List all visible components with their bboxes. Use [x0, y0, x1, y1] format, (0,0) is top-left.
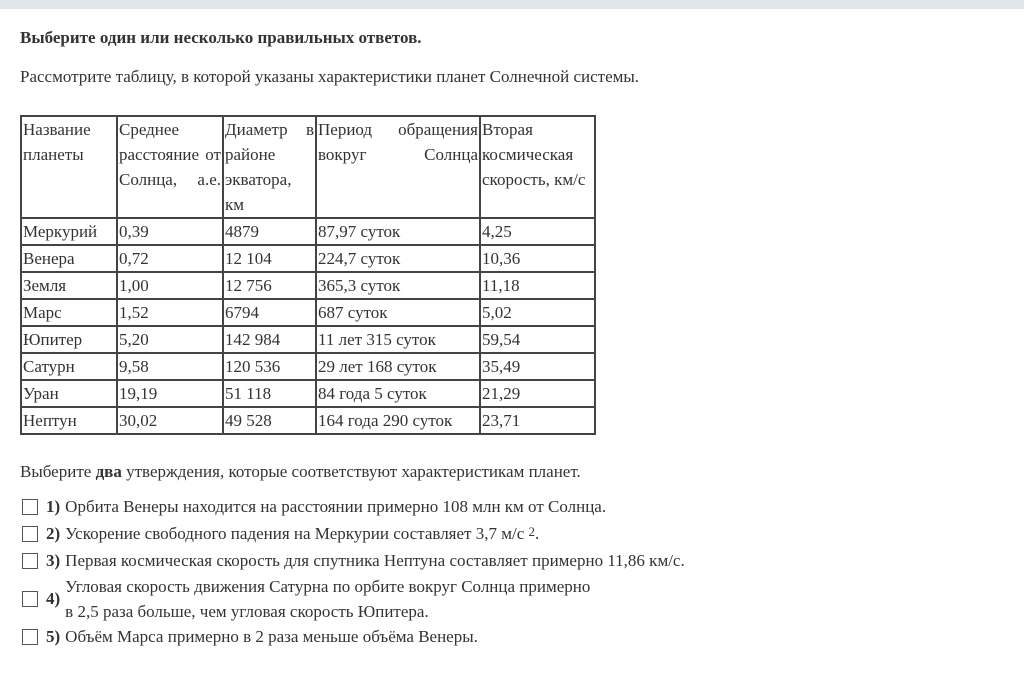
table-cell: 51 118	[222, 379, 317, 408]
table-cell: 120 536	[222, 352, 317, 381]
option-number: 3)	[46, 551, 61, 570]
table-row: Земля 1,00 12 756 365,3 суток 11,18	[20, 271, 596, 300]
question-post: утверждения, которые соответствуют харак…	[121, 462, 581, 481]
table-row: Марс 1,52 6794 687 суток 5,02	[20, 298, 596, 327]
table-cell: 21,29	[479, 379, 596, 408]
table-cell: 365,3 суток	[315, 271, 481, 300]
option-tail: .	[535, 524, 540, 543]
table-cell: Меркурий	[20, 217, 118, 246]
top-bar	[0, 0, 1024, 9]
table-cell: 11 лет 315 суток	[315, 325, 481, 354]
table-cell: 164 года 290 суток	[315, 406, 481, 435]
table-row: Венера 0,72 12 104 224,7 суток 10,36	[20, 244, 596, 273]
superscript: 2	[528, 524, 536, 539]
table-cell: Уран	[20, 379, 118, 408]
option-text: Орбита Венеры находится на расстоянии пр…	[65, 497, 607, 516]
option-3[interactable]: 3) Первая космическая скорость для спутни…	[22, 551, 685, 571]
checkbox[interactable]	[22, 629, 38, 645]
table-cell: Земля	[20, 271, 118, 300]
table-cell: 84 года 5 суток	[315, 379, 481, 408]
table-cell: 5,02	[479, 298, 596, 327]
table-cell: 1,52	[116, 298, 224, 327]
table-cell: Юпитер	[20, 325, 118, 354]
table-cell: Венера	[20, 244, 118, 273]
table-cell: 19,19	[116, 379, 224, 408]
table-cell: 6794	[222, 298, 317, 327]
table-header-row: Название планеты Среднее расстояние от С…	[20, 115, 596, 219]
table-cell: 0,39	[116, 217, 224, 246]
option-number: 2)	[46, 524, 61, 543]
table-cell: 0,72	[116, 244, 224, 273]
table-row: Уран 19,19 51 118 84 года 5 суток 21,29	[20, 379, 596, 408]
question-bold: два	[95, 462, 122, 481]
table-cell: 30,02	[116, 406, 224, 435]
table-cell: 12 756	[222, 271, 317, 300]
table-cell: 29 лет 168 суток	[315, 352, 481, 381]
table-row: Нептун 30,02 49 528 164 года 290 суток 23,71	[20, 406, 596, 435]
instruction-heading: Выберите один или несколько правильных о…	[20, 28, 422, 47]
checkbox[interactable]	[22, 526, 38, 542]
question-text: Выберите два утверждения, которые соотве…	[20, 462, 581, 482]
question-pre: Выберите	[20, 462, 96, 481]
table-cell: 4,25	[479, 217, 596, 246]
table-cell: 59,54	[479, 325, 596, 354]
table-cell: 1,00	[116, 271, 224, 300]
table-cell: 35,49	[479, 352, 596, 381]
table-cell: 87,97 суток	[315, 217, 481, 246]
intro-text: Рассмотрите таблицу, в которой указаны х…	[20, 67, 640, 86]
table-cell: 224,7 суток	[315, 244, 481, 273]
table-cell: Нептун	[20, 406, 118, 435]
option-5[interactable]: 5) Объём Марса примерно в 2 раза меньше о…	[22, 627, 478, 647]
table-row: Меркурий 0,39 4879 87,97 суток 4,25	[20, 217, 596, 246]
option-1[interactable]: 1) Орбита Венеры находится на расстоянии …	[22, 497, 606, 517]
checkbox[interactable]	[22, 553, 38, 569]
table-cell: 12 104	[222, 244, 317, 273]
table-cell: 49 528	[222, 406, 317, 435]
table-cell: 4879	[222, 217, 317, 246]
header-cell: Период обращения вокруг Солнца	[315, 115, 481, 219]
table-cell: 23,71	[479, 406, 596, 435]
table-row: Сатурн 9,58 120 536 29 лет 168 суток 35,49	[20, 352, 596, 381]
table-cell: Марс	[20, 298, 118, 327]
table-cell: 11,18	[479, 271, 596, 300]
option-text-line1: Угловая скорость движения Сатурна по орб…	[65, 577, 591, 596]
option-number: 5)	[46, 627, 61, 646]
planets-table: Название планеты Среднее расстояние от С…	[20, 115, 596, 435]
table-cell: 5,20	[116, 325, 224, 354]
option-text-line2: в 2,5 раза больше, чем угловая скорость …	[65, 602, 429, 621]
option-number: 4)	[46, 589, 61, 608]
option-4[interactable]: 4) Угловая скорость движения Сатурна по о…	[22, 574, 590, 624]
table-cell: Сатурн	[20, 352, 118, 381]
checkbox[interactable]	[22, 591, 38, 607]
table-row: Юпитер 5,20 142 984 11 лет 315 суток 59,54	[20, 325, 596, 354]
option-number: 1)	[46, 497, 61, 516]
table-cell: 687 суток	[315, 298, 481, 327]
table-cell: 9,58	[116, 352, 224, 381]
option-text: Объём Марса примерно в 2 раза меньше объ…	[65, 627, 478, 646]
header-cell: Вторая космическая скорость, км/с	[479, 115, 596, 219]
header-cell: Название планеты	[20, 115, 118, 219]
option-text: Первая космическая скорость для спутника…	[65, 551, 685, 570]
table-cell: 10,36	[479, 244, 596, 273]
option-2[interactable]: 2) Ускорение свободного падения на Меркур…	[22, 524, 539, 544]
header-cell: Среднее расстояние от Солнца, а.е.	[116, 115, 224, 219]
table-cell: 142 984	[222, 325, 317, 354]
checkbox[interactable]	[22, 499, 38, 515]
header-cell: Диаметр в районе экватора, км	[222, 115, 317, 219]
option-text: Ускорение свободного падения на Меркурии…	[65, 524, 525, 543]
